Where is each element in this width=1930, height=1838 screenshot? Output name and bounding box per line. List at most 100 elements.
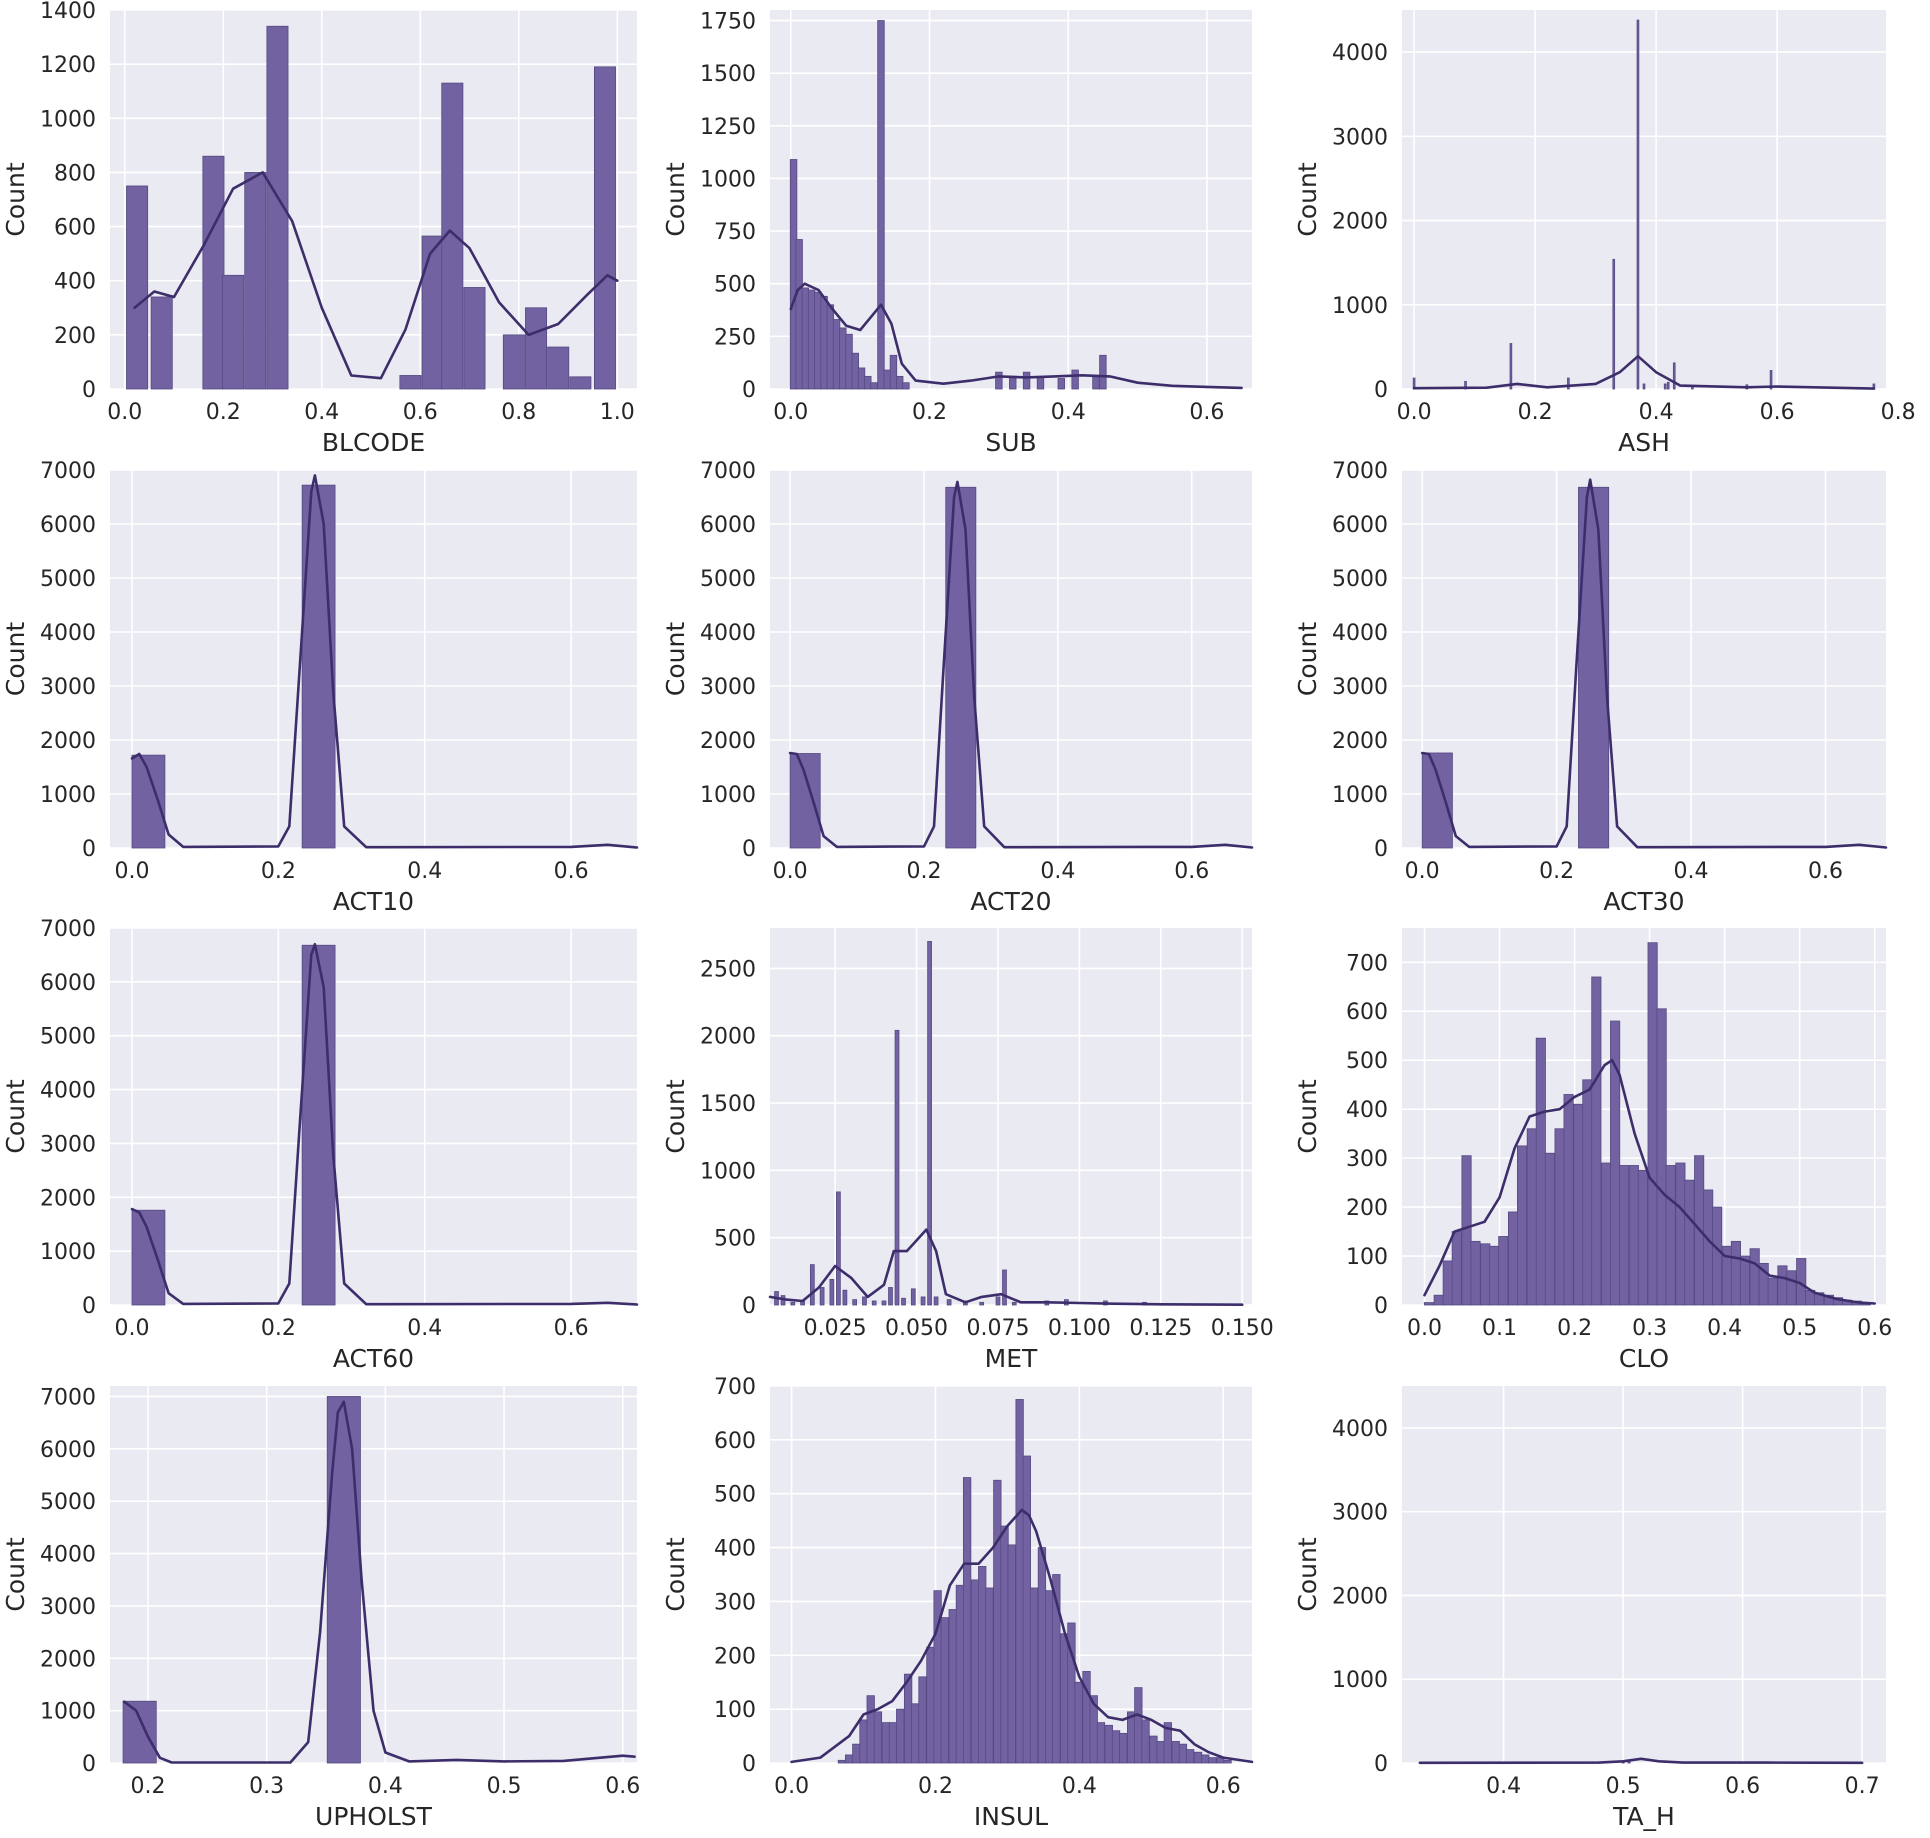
histogram-bar (1000, 1525, 1009, 1764)
histogram-bar (1163, 1722, 1172, 1764)
histogram-bar (1619, 1165, 1630, 1306)
x-tick-label: 0.6 (1174, 859, 1209, 884)
x-tick-label: 0.6 (1189, 400, 1224, 425)
y-tick-label: 700 (1346, 951, 1388, 976)
y-tick-label: 1000 (1332, 1668, 1388, 1693)
kde-curve (130, 942, 639, 1306)
histogram-bar (1092, 375, 1100, 390)
x-axis-label: TA_H (1612, 1802, 1675, 1831)
x-tick-label: 0.0 (1407, 1316, 1442, 1341)
histogram-bar (421, 235, 444, 390)
histogram-bar (1470, 1240, 1481, 1306)
histogram-bar (1149, 1735, 1158, 1764)
histogram-bar (995, 1296, 1001, 1306)
x-tick-label: 0.0 (114, 859, 149, 884)
x-axis-label: ASH (1618, 428, 1670, 457)
kde-curve (1412, 354, 1876, 390)
histogram-bar (801, 287, 810, 390)
kde-curve (133, 171, 619, 380)
y-tick-label: 1500 (700, 1092, 756, 1117)
x-tick-label: 0.4 (1486, 1774, 1521, 1799)
histogram-bar (819, 1287, 825, 1306)
x-tick-label: 0.125 (1129, 1316, 1192, 1341)
histogram-bar (1201, 1754, 1210, 1764)
y-tick-label: 250 (714, 325, 756, 350)
histogram-bar (1022, 1455, 1031, 1764)
histogram-bar (1769, 370, 1773, 390)
y-tick-label: 6000 (40, 1438, 96, 1463)
histogram-bar (1777, 1265, 1788, 1306)
histogram-bar (1096, 1722, 1106, 1764)
x-tick-label: 0.8 (501, 400, 536, 425)
histogram-bar (837, 1759, 847, 1764)
y-tick-label: 3000 (700, 675, 756, 700)
y-tick-label: 1750 (700, 10, 756, 35)
histogram-bar (1461, 1155, 1472, 1306)
histogram-bar (244, 172, 267, 390)
histogram-bar (1126, 1711, 1136, 1764)
y-tick-label: 750 (714, 220, 756, 245)
kde-curve (789, 282, 1243, 390)
y-tick-label: 400 (54, 270, 96, 295)
y-tick-label: 2000 (700, 729, 756, 754)
x-tick-label: 0.7 (1845, 1774, 1880, 1799)
y-tick-label: 0 (742, 1752, 756, 1777)
histogram-bar (1642, 383, 1646, 390)
y-tick-label: 3000 (1332, 675, 1388, 700)
histogram-bar (836, 1191, 841, 1306)
subplot-insul: 0.0 0.2 0.4 0.6 0 100 200 300 400 500 600 700 INSUL C… (661, 1375, 1254, 1831)
histogram-bar (789, 753, 821, 849)
y-tick-label: 3000 (1332, 125, 1388, 150)
y-tick-label: 4000 (40, 621, 96, 646)
x-tick-label: 1.0 (600, 400, 635, 425)
y-tick-label: 4000 (1332, 41, 1388, 66)
y-tick-label: 1200 (40, 53, 96, 78)
histogram-bar (903, 1673, 913, 1764)
x-axis-label: INSUL (974, 1802, 1048, 1831)
histogram-bar (1612, 258, 1616, 390)
histogram-bar (1591, 976, 1602, 1306)
histogram-bar (866, 1695, 875, 1764)
plot-area (110, 470, 637, 848)
histogram-bar (896, 1708, 905, 1764)
y-tick-label: 500 (714, 1227, 756, 1252)
x-tick-label: 0.6 (1808, 859, 1843, 884)
y-tick-label: 500 (714, 273, 756, 298)
x-tick-label: 0.4 (407, 1316, 442, 1341)
histogram-bar (1666, 381, 1670, 390)
y-tick-label: 200 (714, 1644, 756, 1669)
histogram-bar (1208, 1757, 1217, 1764)
y-tick-label: 0 (82, 1752, 96, 1777)
histogram-bar (962, 1477, 972, 1764)
histogram-bar (1675, 1162, 1686, 1306)
y-tick-label: 0 (82, 1294, 96, 1319)
histogram-bar (995, 371, 1003, 390)
plot-area (1402, 470, 1886, 848)
y-tick-label: 600 (714, 1429, 756, 1454)
histogram-bar (1060, 1633, 1069, 1764)
y-tick-label: 6000 (40, 971, 96, 996)
histogram-bar (1007, 1544, 1016, 1764)
y-tick-label: 600 (54, 216, 96, 241)
histogram-bar (1665, 1165, 1676, 1306)
histogram-bar (150, 296, 173, 390)
x-tick-label: 0.6 (554, 1316, 589, 1341)
histogram-bar (202, 155, 225, 390)
y-axis-label: Count (1293, 162, 1322, 236)
y-tick-label: 3000 (40, 1595, 96, 1620)
x-tick-label: 0.4 (1062, 1774, 1097, 1799)
histogram-bar (1601, 1162, 1612, 1306)
histogram-bar (1044, 1590, 1054, 1764)
y-tick-label: 700 (714, 1375, 756, 1400)
x-tick-label: 0.0 (774, 1774, 809, 1799)
subplot-act60: 0.0 0.2 0.4 0.6 0 1000 2000 3000 4000 5000 6000 700… (1, 917, 639, 1373)
y-tick-label: 7000 (40, 917, 96, 942)
histogram-bar (1421, 752, 1453, 849)
y-tick-label: 600 (1346, 1000, 1388, 1025)
y-tick-label: 1000 (1332, 294, 1388, 319)
histogram-bar (1730, 1240, 1741, 1306)
histogram-bar (993, 1479, 1002, 1764)
x-tick-label: 0.100 (1048, 1316, 1111, 1341)
histogram-bar (1071, 369, 1079, 390)
plot-area (110, 928, 637, 1305)
